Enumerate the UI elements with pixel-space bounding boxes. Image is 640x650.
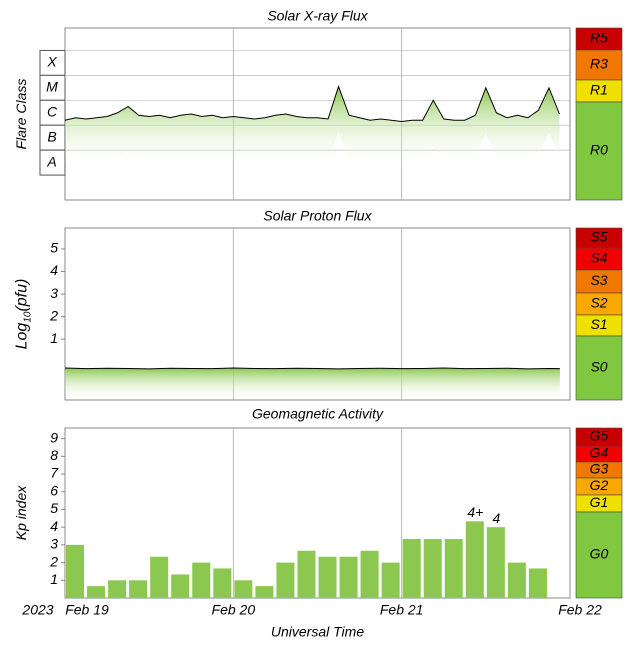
- y-tick-label: 5: [50, 240, 58, 256]
- y-tick-label: M: [46, 79, 58, 95]
- scale-label: R5: [590, 30, 608, 46]
- y-tick-label: 1: [50, 330, 58, 346]
- plot-frame: [64, 427, 571, 599]
- panel-title: Solar X-ray Flux: [267, 8, 368, 24]
- y-tick-label: 9: [50, 429, 58, 445]
- y-tick-label: 6: [50, 482, 58, 498]
- y-tick-label: X: [46, 54, 57, 70]
- bar: [234, 580, 253, 598]
- class-box: [39, 49, 66, 76]
- bar: [444, 539, 463, 598]
- bar: [402, 539, 421, 598]
- bar: [87, 586, 106, 598]
- value-label: 4+: [467, 504, 483, 520]
- scale-band: [575, 335, 623, 401]
- class-box: [39, 74, 66, 101]
- scale-label: S3: [590, 272, 607, 288]
- y-tick-label: 1: [50, 571, 58, 587]
- bar: [360, 550, 379, 598]
- x-tick-label: Feb 20: [212, 602, 256, 618]
- y-tick-label: 8: [50, 447, 58, 463]
- scale-band: [575, 101, 623, 201]
- scale-label: R1: [590, 82, 608, 98]
- x-tick-label: Feb 21: [380, 602, 424, 618]
- scale-label: G0: [590, 546, 609, 562]
- y-tick-label: 4: [50, 518, 58, 534]
- y-axis-label: Kp index: [13, 485, 29, 540]
- y-axis-label-part: Log: [14, 323, 31, 350]
- bar: [255, 586, 274, 598]
- bar: [381, 562, 400, 598]
- y-tick-label: A: [46, 153, 56, 169]
- data-line: [64, 85, 560, 122]
- bar: [528, 568, 547, 598]
- class-box: [39, 124, 66, 151]
- value-label: 4: [492, 510, 500, 526]
- scale-label: G5: [590, 428, 609, 444]
- class-box: [39, 149, 66, 176]
- bar: [486, 527, 505, 598]
- panel-title: Solar Proton Flux: [263, 208, 372, 224]
- y-axis-label: Log10(pfu): [14, 279, 33, 350]
- bar: [507, 562, 526, 598]
- y-tick-label: 5: [50, 500, 58, 516]
- y-tick-label: 2: [49, 307, 58, 323]
- year-label: 2023: [21, 602, 53, 618]
- bar: [129, 580, 148, 598]
- scale-label: S5: [590, 229, 607, 245]
- scale-band: [575, 49, 623, 81]
- bar: [150, 556, 169, 598]
- scale-label: G1: [590, 494, 609, 510]
- bar: [213, 568, 232, 598]
- y-tick-label: 7: [50, 465, 59, 481]
- bar: [465, 521, 484, 598]
- scale-label: R3: [590, 56, 608, 72]
- area-fill: [65, 367, 560, 400]
- y-axis-label-part: 10: [22, 311, 33, 323]
- scale-label: G2: [590, 477, 609, 493]
- scale-label: S0: [590, 359, 607, 375]
- scale-band: [575, 511, 623, 599]
- scale-label: G4: [590, 445, 609, 461]
- bar: [192, 562, 211, 598]
- bar: [276, 562, 295, 598]
- data-line: [64, 367, 560, 370]
- bar: [66, 544, 85, 598]
- y-tick-label: B: [47, 128, 56, 144]
- bar: [108, 580, 127, 598]
- scale-label: G3: [590, 461, 609, 477]
- bar: [171, 574, 190, 598]
- x-axis-label: Universal Time: [271, 624, 364, 640]
- y-axis-label: Flare Class: [13, 79, 29, 150]
- class-box: [39, 99, 66, 126]
- bar: [318, 556, 337, 598]
- x-tick-label: Feb 22: [558, 602, 602, 618]
- y-tick-label: 3: [50, 285, 58, 301]
- y-axis-label-part: (pfu): [14, 279, 31, 312]
- y-tick-label: C: [47, 103, 58, 119]
- bar: [423, 539, 442, 598]
- bar: [297, 550, 316, 598]
- area-fill: [65, 86, 560, 167]
- panel-title: Geomagnetic Activity: [252, 406, 384, 422]
- scale-label: S4: [590, 250, 607, 266]
- scale-label: S1: [590, 316, 607, 332]
- y-tick-label: 3: [50, 536, 58, 552]
- x-tick-label: Feb 19: [65, 602, 109, 618]
- scale-label: S2: [590, 295, 607, 311]
- scale-label: R0: [590, 142, 608, 158]
- bar: [339, 556, 358, 598]
- y-tick-label: 2: [49, 553, 58, 569]
- y-tick-label: 4: [50, 262, 58, 278]
